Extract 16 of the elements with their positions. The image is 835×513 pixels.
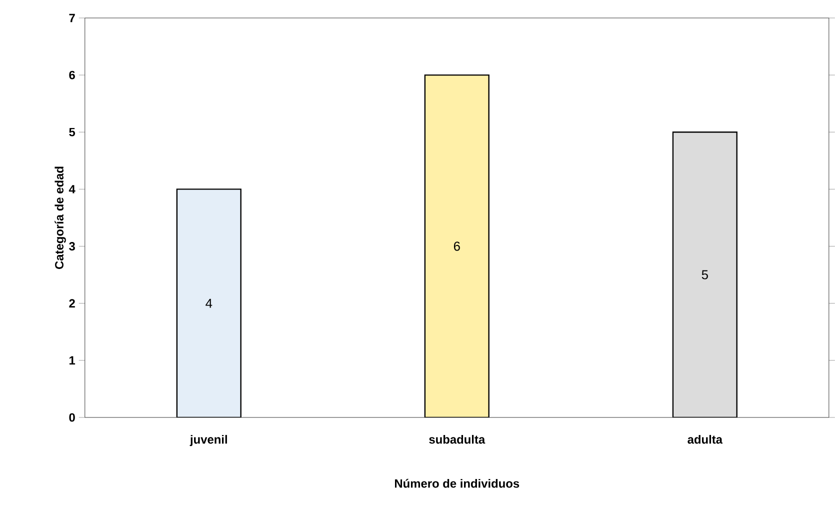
y-axis-title: Categoría de edad <box>54 166 66 269</box>
y-tick-label: 1 <box>70 356 76 364</box>
data-label: 5 <box>702 270 708 280</box>
x-tick-label: subadulta <box>429 434 486 444</box>
data-label: 4 <box>206 298 212 308</box>
x-tick-label: juvenil <box>190 434 227 446</box>
x-tick-label: adulta <box>688 434 723 444</box>
y-tick-label: 5 <box>69 128 76 136</box>
y-tick-label: 6 <box>69 70 75 80</box>
data-label: 6 <box>454 242 460 251</box>
y-tick-label: 2 <box>69 298 75 308</box>
x-axis-title: Número de individuos <box>395 478 520 488</box>
y-tick-label: 3 <box>69 242 75 250</box>
y-tick-label: 0 <box>69 413 75 422</box>
y-tick-label: 4 <box>68 184 76 194</box>
y-tick-label: 7 <box>69 14 75 22</box>
